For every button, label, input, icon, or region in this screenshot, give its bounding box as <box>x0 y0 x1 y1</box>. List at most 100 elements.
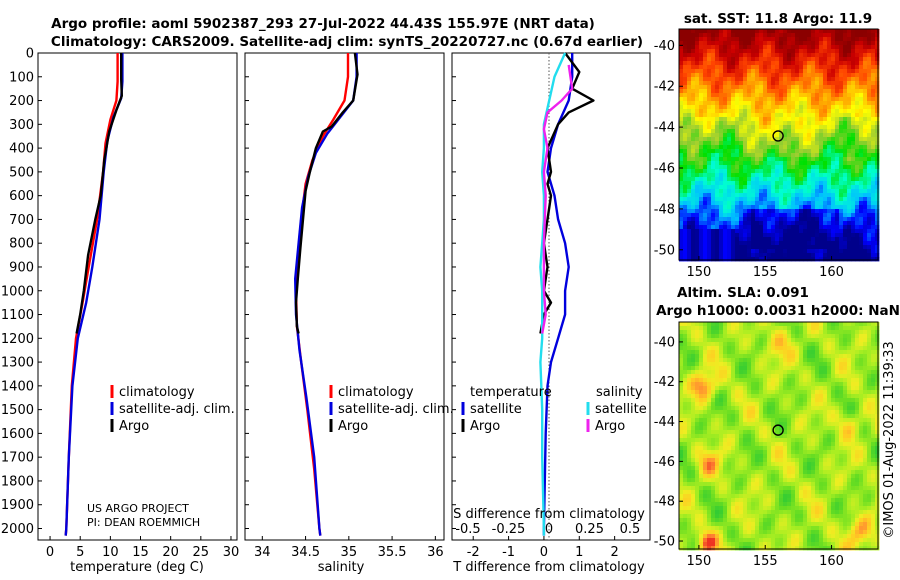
map-cell <box>827 450 832 455</box>
map-cell <box>791 418 796 423</box>
map-cell <box>823 205 828 210</box>
map-cell <box>731 93 736 98</box>
map-cell <box>691 402 696 407</box>
map-cell <box>875 41 880 46</box>
map-cell <box>683 402 688 407</box>
map-cell <box>755 61 760 66</box>
map-cell <box>835 153 840 158</box>
map-cell <box>823 394 828 399</box>
map-cell <box>771 346 776 351</box>
map-cell <box>847 53 852 58</box>
map-cell <box>839 41 844 46</box>
map-cell <box>763 153 768 158</box>
map-cell <box>795 121 800 126</box>
map-cell <box>819 169 824 174</box>
map-cell <box>691 454 696 459</box>
map-cell <box>823 73 828 78</box>
map-cell <box>855 414 860 419</box>
map-cell <box>839 237 844 242</box>
map-cell <box>683 398 688 403</box>
map-cell <box>875 466 880 471</box>
map-cell <box>735 354 740 359</box>
map-cell <box>719 141 724 146</box>
map-cell <box>731 213 736 218</box>
map-cell <box>823 209 828 214</box>
map-cell <box>775 326 780 331</box>
map-cell <box>723 446 728 451</box>
map-cell <box>859 137 864 142</box>
map-cell <box>791 330 796 335</box>
map-cell <box>847 205 852 210</box>
map-cell <box>711 181 716 186</box>
map-cell <box>775 418 780 423</box>
map-cell <box>815 394 820 399</box>
map-cell <box>839 358 844 363</box>
map-cell <box>743 165 748 170</box>
map-cell <box>827 125 832 130</box>
map-cell <box>799 330 804 335</box>
map-cell <box>775 85 780 90</box>
map-cell <box>759 458 764 463</box>
map-cell <box>783 370 788 375</box>
map-cell <box>859 89 864 94</box>
map-cell <box>703 233 708 238</box>
map-cell <box>859 97 864 102</box>
map-cell <box>863 85 868 90</box>
map-cell <box>759 342 764 347</box>
map-cell <box>847 33 852 38</box>
series-line <box>294 52 359 334</box>
map-cell <box>759 73 764 78</box>
map-cell <box>783 434 788 439</box>
map-cell <box>771 386 776 391</box>
map-cell <box>703 61 708 66</box>
map-cell <box>783 161 788 166</box>
map-cell <box>683 322 688 327</box>
map-cell <box>699 193 704 198</box>
map-cell <box>823 37 828 42</box>
map-cell <box>711 33 716 38</box>
map-cell <box>811 406 816 411</box>
map-cell <box>735 157 740 162</box>
map-cell <box>771 466 776 471</box>
map-cell <box>863 193 868 198</box>
map-cell <box>711 382 716 387</box>
map-cell <box>715 426 720 431</box>
map-cell <box>815 113 820 118</box>
map-cell <box>775 450 780 455</box>
map-cell <box>783 89 788 94</box>
map-cell <box>691 358 696 363</box>
map-cell <box>787 193 792 198</box>
map-cell <box>767 229 772 234</box>
map-cell <box>747 410 752 415</box>
map-cell <box>859 237 864 242</box>
map-cell <box>827 470 832 475</box>
map-cell <box>807 29 812 34</box>
map-cell <box>787 73 792 78</box>
map-cell <box>727 93 732 98</box>
map-cell <box>851 366 856 371</box>
map-cell <box>803 446 808 451</box>
map-cell <box>723 141 728 146</box>
map-cell <box>851 334 856 339</box>
map-cell <box>699 61 704 66</box>
map-cell <box>811 257 816 262</box>
map-cell <box>823 438 828 443</box>
map-cell <box>839 169 844 174</box>
map-cell <box>711 173 716 178</box>
map-cell <box>851 398 856 403</box>
map-cell <box>859 442 864 447</box>
map-cell <box>783 37 788 42</box>
map-cell <box>759 466 764 471</box>
map-cell <box>763 217 768 222</box>
map-cell <box>743 65 748 70</box>
map-cell <box>803 358 808 363</box>
map-cell <box>819 213 824 218</box>
map-cell <box>683 41 688 46</box>
map-cell <box>807 434 812 439</box>
map-cell <box>771 29 776 34</box>
map-cell <box>711 241 716 246</box>
map-cell <box>747 342 752 347</box>
map-cell <box>815 185 820 190</box>
map-cell <box>799 434 804 439</box>
sst-heatmap <box>679 29 880 262</box>
